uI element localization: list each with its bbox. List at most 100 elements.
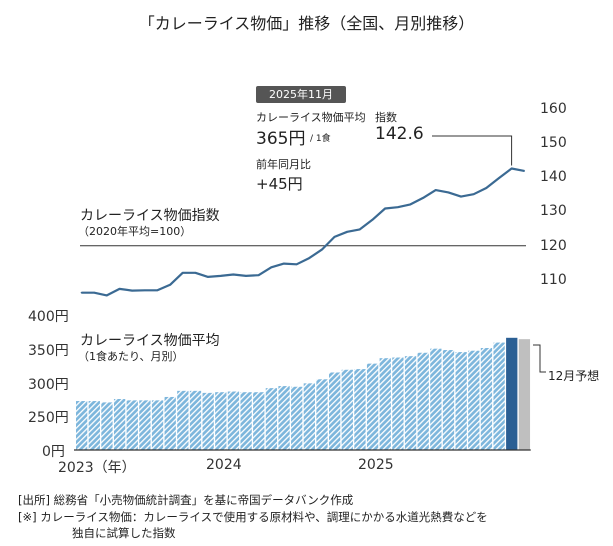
x-tick: 2024 — [206, 457, 242, 473]
bar — [291, 386, 303, 450]
bar — [177, 390, 189, 450]
index-point — [257, 274, 260, 277]
forecast-bracket — [533, 344, 546, 373]
index-point — [245, 275, 247, 277]
bar — [341, 369, 353, 450]
index-point — [485, 187, 488, 189]
annotation-index-label: 指数 — [375, 111, 397, 124]
index-point — [169, 283, 171, 286]
bar — [151, 400, 164, 450]
y-tick-right: 150 — [540, 135, 567, 151]
bar — [265, 388, 278, 450]
index-point — [434, 189, 437, 191]
index-point — [384, 207, 386, 210]
index-point — [181, 272, 184, 274]
bar — [430, 348, 442, 450]
annotation-connector — [432, 135, 513, 166]
bar — [278, 386, 290, 450]
annotation-yoy-value: +45円 — [256, 175, 303, 193]
definition-note: [※] カレーライス物価：カレーライスで使用する原材料や、調理にかかる水道光熱費… — [18, 510, 488, 524]
index-point — [232, 273, 235, 276]
index-point — [460, 195, 462, 198]
bar — [404, 356, 417, 450]
index-point — [143, 289, 146, 292]
line-chart-subtitle: （2020年平均=100） — [78, 225, 192, 238]
bar-chart-title: カレーライス物価平均 — [80, 333, 220, 349]
bar — [379, 358, 391, 450]
index-point — [106, 294, 108, 297]
bar — [329, 372, 341, 450]
bar — [442, 350, 455, 450]
index-point — [295, 263, 298, 266]
bar — [316, 379, 328, 450]
index-point — [447, 191, 450, 194]
y-tick-left: 0円 — [42, 444, 65, 460]
bar — [455, 352, 467, 450]
chart-title: 「カレーライス物価」推移（全国、月別推移） — [138, 14, 475, 33]
index-point — [219, 275, 222, 277]
index-point — [371, 219, 374, 221]
index-line — [81, 167, 525, 297]
y-tick-left: 400円 — [28, 309, 69, 325]
bar — [139, 400, 151, 450]
index-point — [270, 266, 273, 269]
x-tick: 2023（年） — [58, 460, 136, 476]
y-tick-right: 140 — [540, 169, 567, 185]
index-point — [472, 193, 475, 195]
bar-chart-subtitle: （1食あたり、月別） — [78, 350, 184, 363]
bar — [113, 399, 126, 450]
annotation-yoy-label: 前年同月比 — [256, 158, 311, 171]
bar — [126, 400, 138, 450]
source-note: [出所] 総務省「小売物価統計調査」を基に帝国データバンク作成 — [18, 493, 354, 507]
bar — [76, 401, 88, 450]
index-point — [422, 197, 424, 199]
index-point — [510, 167, 513, 170]
bar-forecast — [518, 339, 531, 450]
bar — [215, 392, 227, 450]
index-point — [359, 228, 361, 231]
y-tick-right: 130 — [540, 203, 567, 219]
index-point — [93, 291, 95, 294]
index-point — [333, 236, 336, 238]
annotation-month-badge: 2025年11月 — [256, 86, 346, 103]
index-point — [118, 288, 121, 290]
bar — [417, 352, 429, 450]
index-point — [321, 248, 323, 251]
forecast-label: 12月予想 — [548, 369, 600, 383]
bar-latest — [506, 337, 518, 450]
bar — [253, 392, 265, 450]
y-tick-left: 250円 — [28, 410, 69, 426]
bar — [303, 383, 315, 450]
y-tick-right: 110 — [540, 272, 567, 288]
y-tick-right: 120 — [540, 238, 567, 254]
line-chart-title: カレーライス物価指数 — [80, 208, 220, 224]
index-point — [194, 272, 197, 274]
bar — [480, 348, 493, 450]
annotation-avg-unit: / 1食 — [310, 134, 331, 144]
index-point — [498, 177, 500, 179]
bar — [354, 369, 366, 450]
bar — [88, 401, 100, 450]
bar — [366, 363, 379, 450]
bar — [493, 342, 505, 450]
index-point — [131, 289, 133, 292]
y-tick-left: 350円 — [28, 343, 69, 359]
index-point — [396, 206, 399, 208]
bar — [202, 392, 214, 450]
index-point — [409, 203, 412, 206]
bar — [468, 350, 480, 450]
y-tick-right: 160 — [540, 101, 567, 117]
index-point — [283, 262, 285, 265]
index-point — [156, 289, 159, 292]
index-point — [80, 291, 83, 294]
bar — [240, 392, 252, 450]
definition-note-cont: 独自に試算した指数 — [72, 526, 176, 540]
index-point — [523, 170, 526, 172]
bar — [227, 391, 240, 450]
bar — [392, 357, 404, 450]
annotation-index-value: 142.6 — [375, 124, 424, 144]
annotation-avg-label: カレーライス物価平均 — [256, 111, 366, 124]
y-tick-left: 300円 — [28, 377, 69, 393]
